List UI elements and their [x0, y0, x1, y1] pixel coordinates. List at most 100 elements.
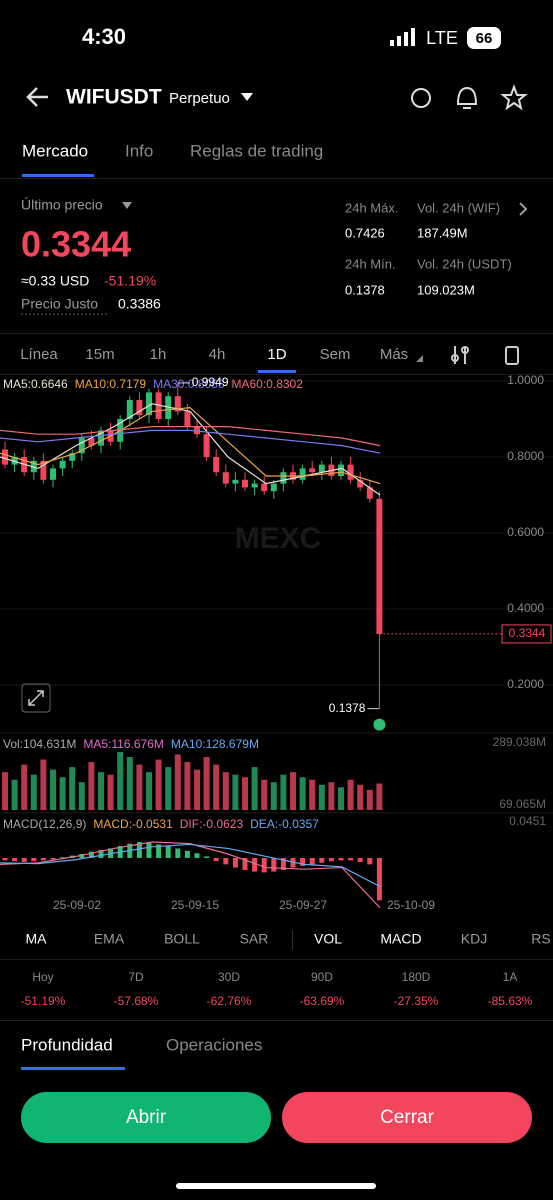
macd-bar — [2, 858, 8, 861]
vol-legend: MA5:116.676M — [83, 737, 164, 751]
macd-bar — [252, 858, 258, 872]
indicator[interactable]: EMA — [94, 931, 125, 947]
ma-line — [0, 403, 381, 496]
bell-icon[interactable] — [456, 86, 478, 109]
layout-icon[interactable] — [505, 346, 519, 365]
candle-body — [357, 479, 364, 488]
low-label: 0.1378 — [329, 701, 366, 715]
macd-bar — [194, 853, 200, 858]
volume-bar — [318, 784, 325, 810]
macd-bar — [175, 848, 181, 858]
volume-bar — [184, 762, 191, 810]
volume-bar — [11, 779, 18, 810]
macd-bar — [21, 858, 27, 862]
y-tick-label: 0.2000 — [507, 677, 544, 691]
macd-bar — [136, 842, 142, 858]
ma-legend: MA60:0.8302 — [232, 377, 304, 391]
macd-bar — [348, 858, 354, 861]
volume-bar — [222, 772, 229, 810]
stat-value: 0.1378 — [345, 282, 385, 297]
volume-bar — [251, 767, 258, 810]
y-tick-label: 0.6000 — [507, 525, 544, 539]
timeframe[interactable]: 4h — [209, 346, 226, 363]
stat-label: 24h Mín. — [345, 256, 396, 271]
volume-bar — [165, 767, 172, 810]
divider — [0, 333, 553, 334]
ma-legend: MA10:0.7179 — [75, 377, 147, 391]
separator — [292, 930, 293, 950]
indicator[interactable]: RS — [531, 931, 550, 947]
period-label: 1A — [503, 970, 518, 984]
period-value: -27.35% — [394, 994, 439, 1008]
marker — [373, 718, 386, 731]
settings-icon[interactable] — [451, 346, 469, 364]
vol-legend: MA10:128.679M — [171, 737, 259, 751]
share-icon[interactable] — [411, 88, 431, 108]
volume-bar — [309, 779, 316, 810]
last-price-tag: 0.3344 — [509, 626, 546, 640]
macd-bar — [367, 858, 373, 865]
macd-bar — [40, 858, 46, 861]
tf-underline — [258, 370, 296, 373]
star-icon[interactable] — [500, 84, 528, 111]
tab[interactable]: Reglas de trading — [190, 141, 323, 160]
indicator[interactable]: MACD — [380, 931, 421, 947]
candle-body — [174, 396, 181, 412]
dropdown[interactable] — [241, 93, 253, 101]
timeframe[interactable]: 1D — [267, 346, 286, 363]
timeframe[interactable]: Línea — [20, 346, 58, 363]
period-value: -63.69% — [300, 994, 345, 1008]
volume-bar — [338, 787, 344, 810]
tab[interactable]: Info — [125, 141, 153, 160]
divider — [0, 178, 553, 179]
indicator[interactable]: KDJ — [461, 931, 487, 947]
timeframe[interactable]: 15m — [85, 346, 114, 363]
macd-bar — [204, 856, 210, 858]
tab[interactable]: Operaciones — [166, 1035, 262, 1054]
volume-bar — [347, 779, 354, 810]
close-button[interactable] — [282, 1092, 532, 1143]
ma-line — [0, 406, 381, 485]
macd-bar — [98, 850, 104, 858]
volume-bar — [59, 777, 66, 810]
timeframe[interactable]: 1h — [150, 346, 167, 363]
indicator[interactable]: VOL — [314, 931, 342, 947]
open-button[interactable] — [21, 1092, 271, 1143]
macd-bar — [12, 858, 18, 862]
volume-bar — [2, 772, 8, 810]
candle-body — [299, 468, 306, 480]
tab-active[interactable]: Mercado — [22, 141, 88, 160]
tab-active[interactable]: Profundidad — [21, 1035, 113, 1054]
timeframe[interactable]: Más — [380, 346, 408, 363]
candle-body — [2, 449, 8, 465]
indicator[interactable]: MA — [26, 931, 48, 947]
chevron[interactable] — [519, 202, 528, 216]
fair-label: Precio Justo — [21, 296, 98, 312]
volume-bar — [290, 772, 296, 810]
macd-bar — [271, 858, 277, 872]
date-label: 25-10-09 — [387, 898, 435, 912]
period-label: 7D — [128, 970, 144, 984]
last-price-box — [501, 624, 552, 644]
indicator[interactable]: SAR — [240, 931, 269, 947]
candle-body — [30, 460, 37, 473]
fair-price: 0.3386 — [118, 296, 161, 312]
symbol: WIFUSDT — [66, 86, 162, 109]
dropdown[interactable] — [122, 202, 132, 209]
close-label: Cerrar — [380, 1107, 435, 1128]
high-label: 0.9949 — [192, 375, 229, 389]
candle-body — [59, 460, 66, 469]
volume-bar — [69, 767, 76, 810]
timeframe[interactable]: Sem — [320, 346, 351, 363]
indicator[interactable]: BOLL — [164, 931, 200, 947]
expand-button[interactable] — [21, 683, 51, 713]
network: LTE — [426, 28, 458, 48]
volume-bar — [242, 777, 248, 810]
volume-bar — [117, 752, 124, 810]
volume-bar — [270, 782, 277, 810]
back-button[interactable] — [26, 87, 48, 107]
macd-legend: MACD:-0.0531 — [93, 817, 173, 831]
candle-body — [280, 472, 287, 484]
more-icon — [416, 355, 423, 362]
macd-bar — [146, 842, 152, 858]
